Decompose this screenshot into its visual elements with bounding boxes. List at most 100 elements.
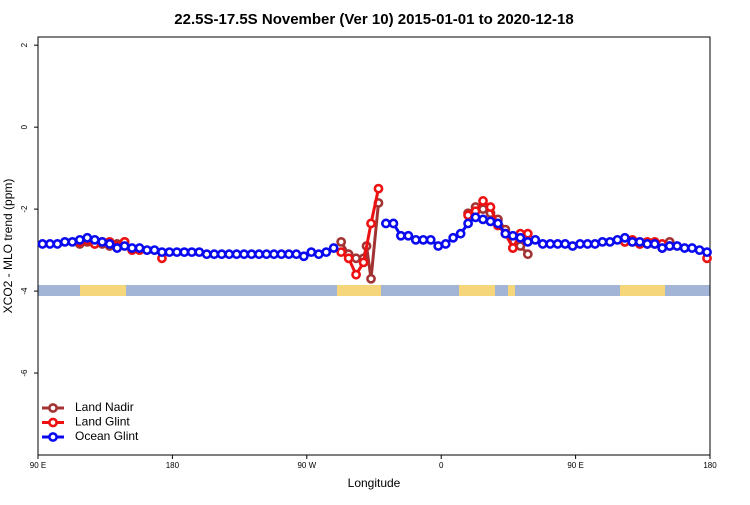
- y-tick-label: -6: [20, 369, 29, 377]
- point: [239, 249, 249, 260]
- point: [672, 241, 683, 251]
- point: [619, 232, 630, 243]
- point: [463, 218, 473, 229]
- point: [179, 247, 190, 258]
- point: [373, 183, 384, 194]
- point: [612, 234, 623, 245]
- y-tick-label: 0: [20, 124, 29, 129]
- point: [478, 214, 488, 225]
- point: [261, 249, 272, 260]
- point: [313, 249, 324, 260]
- point: [582, 239, 593, 249]
- point: [679, 243, 690, 253]
- point: [515, 241, 526, 251]
- point: [552, 239, 563, 249]
- point: [522, 237, 533, 247]
- x-tick-label: 90 E: [30, 461, 46, 470]
- point: [37, 239, 48, 249]
- chart-title: 22.5S-17.5S November (Ver 10) 2015-01-01…: [174, 11, 573, 28]
- legend-label: Ocean Glint: [75, 429, 139, 443]
- point: [522, 228, 533, 239]
- point: [567, 241, 578, 251]
- legend-marker: [48, 417, 58, 428]
- point: [269, 249, 279, 260]
- point: [321, 247, 332, 258]
- point: [649, 239, 660, 249]
- legend-label: Land Nadir: [75, 400, 134, 414]
- point: [336, 237, 347, 247]
- point: [45, 239, 55, 249]
- point: [171, 247, 182, 258]
- point: [455, 228, 466, 239]
- point: [186, 247, 197, 258]
- point: [597, 237, 608, 247]
- point: [590, 239, 600, 249]
- legend-label: Land Glint: [75, 415, 130, 429]
- point: [440, 239, 451, 249]
- y-tick-label: -4: [20, 287, 29, 295]
- point: [657, 243, 668, 253]
- point: [351, 253, 361, 264]
- point: [470, 212, 481, 223]
- point: [493, 218, 503, 229]
- point: [201, 249, 212, 260]
- point: [283, 249, 294, 260]
- x-tick-label: 90 W: [297, 461, 316, 470]
- point: [112, 243, 123, 253]
- point: [328, 243, 339, 253]
- point: [478, 196, 488, 206]
- point: [507, 243, 518, 253]
- x-tick-label: 90 E: [567, 461, 583, 470]
- point: [702, 247, 712, 258]
- point: [366, 218, 376, 229]
- point: [530, 234, 541, 245]
- point: [485, 216, 496, 227]
- x-tick-label: 180: [703, 461, 717, 470]
- point: [537, 239, 548, 249]
- series-line: [80, 189, 707, 275]
- point: [142, 245, 152, 255]
- point: [119, 241, 130, 251]
- point: [500, 228, 511, 239]
- point: [575, 239, 585, 249]
- legend-marker: [48, 403, 58, 413]
- x-tick-label: 180: [166, 461, 180, 470]
- x-axis-label: Longitude: [348, 476, 401, 490]
- land-strip: [38, 285, 710, 296]
- point: [395, 230, 406, 241]
- y-tick-label: 2: [20, 42, 29, 47]
- point: [485, 202, 496, 212]
- point: [157, 247, 167, 258]
- point: [522, 249, 533, 260]
- point: [418, 234, 429, 245]
- point: [82, 232, 93, 243]
- point: [336, 247, 347, 258]
- point: [410, 234, 421, 245]
- point: [403, 230, 414, 241]
- point: [67, 237, 78, 247]
- x-tick-label: 0: [439, 461, 444, 470]
- point: [664, 241, 675, 251]
- point: [694, 245, 705, 255]
- point: [104, 239, 115, 249]
- point: [224, 249, 235, 260]
- point: [149, 245, 160, 255]
- point: [246, 249, 257, 260]
- point: [231, 249, 242, 260]
- point: [381, 218, 391, 229]
- point: [52, 239, 63, 249]
- point: [291, 249, 302, 260]
- point: [306, 247, 317, 258]
- point: [74, 234, 85, 245]
- point: [515, 232, 526, 243]
- point: [545, 239, 556, 249]
- point: [507, 230, 518, 241]
- point: [634, 237, 645, 247]
- point: [194, 247, 205, 258]
- point: [448, 232, 459, 243]
- point: [343, 253, 354, 264]
- point: [254, 249, 264, 260]
- point: [298, 251, 309, 262]
- point: [59, 237, 70, 247]
